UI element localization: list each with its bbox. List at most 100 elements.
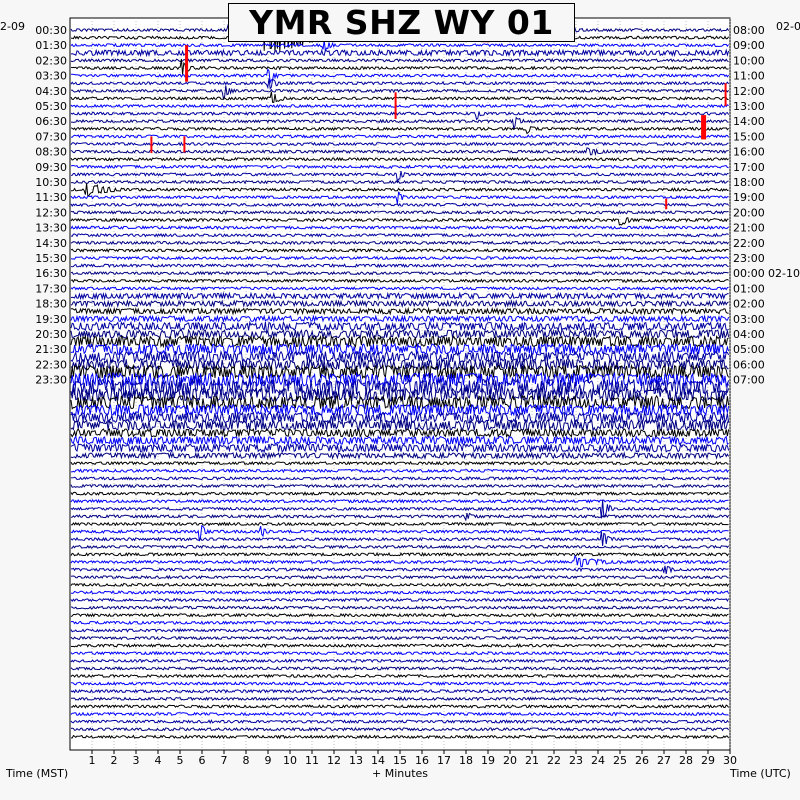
chart-title: YMR SHZ WY 01 [228,3,575,42]
left-time-label: 19:30 [35,313,67,326]
left-time-label: 00:30 [35,24,67,37]
clipped-segment [150,136,153,154]
right-time-label: 08:00 [733,24,765,37]
trace-row [70,141,729,147]
x-tick-label: 17 [437,754,451,767]
x-tick-label: 27 [657,754,671,767]
trace-row [70,442,730,454]
trace-row [70,688,730,694]
x-tick-label: 18 [459,754,473,767]
x-tick-label: 5 [177,754,184,767]
x-tick-label: 26 [635,754,649,767]
trace-row [70,240,729,246]
left-time-label: 20:30 [35,328,67,341]
x-tick-label: 23 [569,754,583,767]
right-time-label: 13:00 [733,100,765,113]
left-time-label: 21:30 [35,343,67,356]
trace-row [70,418,730,433]
left-axis-label: Time (MST) [6,767,69,780]
x-tick-label: 28 [679,754,693,767]
left-time-label: 15:30 [35,252,67,265]
left-time-label: 04:30 [35,85,67,98]
x-tick-label: 16 [415,754,429,767]
x-tick-label: 15 [393,754,407,767]
trace-row [71,68,730,85]
clipped-segment [185,45,189,82]
bottom-axis-label: + Minutes [372,767,429,780]
right-time-label: 06:00 [733,358,765,371]
right-date-change-label: 02-10 [768,267,800,280]
trace-row [70,597,730,603]
right-time-label: 02:00 [733,298,765,311]
trace-row [70,498,729,504]
trace-row [70,565,729,574]
right-time-label: 07:00 [733,374,765,387]
left-time-label: 14:30 [35,237,67,250]
trace-row [70,156,729,162]
trace-row [70,217,729,226]
trace-row [71,468,730,474]
trace-row [70,349,730,364]
trace-row [70,403,730,417]
trace-row [70,363,730,381]
trace-row [70,91,729,103]
x-tick-label: 10 [283,754,297,767]
clipped-segment [394,92,397,119]
right-time-label: 11:00 [733,70,765,83]
left-time-label: 12:30 [35,206,67,219]
clipped-segment [183,136,186,153]
trace-row [70,191,729,204]
x-tick-label: 22 [547,754,561,767]
right-time-label: 17:00 [733,161,765,174]
left-time-label: 23:30 [35,374,67,387]
trace-row [70,134,730,139]
x-tick-label: 30 [723,754,737,767]
trace-row [70,291,729,301]
right-time-label: 05:00 [733,343,765,356]
trace-row [70,164,729,170]
trace-row [70,734,730,740]
trace-row [70,320,729,335]
trace-row [70,427,730,439]
trace-row [70,209,729,215]
right-time-label: 00:00 [733,267,765,280]
trace-row [70,328,730,340]
left-time-label: 22:30 [35,358,67,371]
trace-row [70,179,729,185]
right-axis-label: Time (UTC) [730,767,791,780]
trace-row [70,85,729,100]
right-time-label: 23:00 [733,252,765,265]
clipped-segment [665,198,668,210]
trace-row [70,248,729,253]
trace-row [70,126,729,135]
trace-row [70,299,729,309]
trace-row [70,475,729,481]
left-time-label: 09:30 [35,161,67,174]
trace-row [70,278,729,284]
left-time-label: 07:30 [35,130,67,143]
trace-row [70,147,729,157]
trace-row [70,635,729,641]
left-time-label: 18:30 [35,298,67,311]
left-time-label: 03:30 [35,70,67,83]
trace-row [70,726,729,732]
trace-row [70,499,730,519]
x-tick-label: 13 [349,754,363,767]
trace-row [70,225,729,230]
right-time-label: 09:00 [733,39,765,52]
trace-row [70,574,729,580]
trace-row [70,103,729,109]
trace-row [70,357,729,372]
x-tick-label: 4 [155,754,162,767]
x-tick-label: 2 [111,754,118,767]
trace-row [70,524,729,542]
trace-row [70,605,729,610]
trace-row [70,612,729,618]
right-time-label: 12:00 [733,85,765,98]
trace-row [70,434,729,446]
clipped-segment [701,115,707,140]
trace-row [70,531,730,547]
trace-row [70,627,729,633]
